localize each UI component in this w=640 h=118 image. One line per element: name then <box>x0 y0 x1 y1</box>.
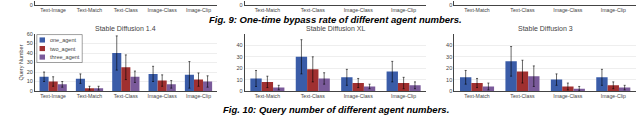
svg-text:Image-Clip: Image-Clip <box>186 7 211 13</box>
svg-text:40: 40 <box>236 42 242 48</box>
svg-text:Image-Class: Image-Class <box>148 7 178 13</box>
svg-text:10: 10 <box>236 77 242 83</box>
svg-text:30: 30 <box>446 54 452 60</box>
svg-text:0: 0 <box>240 88 243 94</box>
svg-text:Image-Clip: Image-Clip <box>391 7 416 13</box>
svg-text:10: 10 <box>27 78 33 84</box>
svg-text:Fig. 10: Query number of diffe: Fig. 10: Query number of different agent… <box>223 104 449 115</box>
svg-text:Stable Diffusion 3: Stable Diffusion 3 <box>518 25 573 32</box>
svg-text:30: 30 <box>27 59 33 65</box>
svg-text:Stable Diffusion XL: Stable Diffusion XL <box>306 25 366 32</box>
svg-text:Text-Image: Text-Image <box>40 7 66 13</box>
svg-text:one_agent: one_agent <box>50 37 76 43</box>
svg-text:Text-Class: Text-Class <box>114 93 139 99</box>
svg-text:Text-Match: Text-Match <box>464 7 489 13</box>
svg-text:20: 20 <box>236 65 242 71</box>
svg-text:Text-Match: Text-Match <box>77 7 102 13</box>
svg-text:Image-Class: Image-Class <box>553 7 583 13</box>
svg-text:Image-Class: Image-Class <box>148 93 178 99</box>
svg-text:Text-Class: Text-Class <box>510 7 535 13</box>
svg-text:Image-Class: Image-Class <box>553 93 583 99</box>
svg-text:Fig. 9: One-time bypass rate o: Fig. 9: One-time bypass rate of differen… <box>209 14 462 25</box>
svg-text:20: 20 <box>446 65 452 71</box>
svg-text:Text-Class: Text-Class <box>510 93 535 99</box>
svg-text:Image-Clip: Image-Clip <box>186 93 211 99</box>
svg-text:Text-Image: Text-Image <box>40 93 66 99</box>
svg-text:Image-Class: Image-Class <box>344 7 374 13</box>
svg-text:Text-Match: Text-Match <box>255 93 280 99</box>
svg-text:Text-Match: Text-Match <box>464 93 489 99</box>
svg-text:0: 0 <box>240 2 243 8</box>
svg-text:30: 30 <box>236 54 242 60</box>
svg-text:60: 60 <box>27 31 33 37</box>
svg-text:20: 20 <box>27 69 33 75</box>
svg-text:40: 40 <box>27 50 33 56</box>
svg-text:Query Number: Query Number <box>18 44 24 80</box>
svg-text:Image-Clip: Image-Clip <box>601 7 626 13</box>
svg-text:Image-Clip: Image-Clip <box>601 93 626 99</box>
svg-text:Text-Class: Text-Class <box>114 7 139 13</box>
svg-text:two_agent: two_agent <box>50 46 76 52</box>
svg-text:50: 50 <box>27 40 33 46</box>
svg-text:0: 0 <box>449 88 452 94</box>
svg-text:Text-Class: Text-Class <box>301 7 326 13</box>
svg-text:40: 40 <box>446 42 452 48</box>
svg-text:10: 10 <box>446 77 452 83</box>
svg-text:Image-Clip: Image-Clip <box>391 93 416 99</box>
svg-text:0: 0 <box>30 88 33 94</box>
svg-text:Text-Class: Text-Class <box>301 93 326 99</box>
svg-text:Stable Diffusion 1.4: Stable Diffusion 1.4 <box>95 25 156 32</box>
svg-text:Image-Class: Image-Class <box>344 93 374 99</box>
svg-text:0: 0 <box>30 2 33 8</box>
svg-text:Text-Match: Text-Match <box>255 7 280 13</box>
svg-text:three_agent: three_agent <box>50 54 80 60</box>
svg-text:0: 0 <box>449 2 452 8</box>
svg-text:Text-Match: Text-Match <box>77 93 102 99</box>
